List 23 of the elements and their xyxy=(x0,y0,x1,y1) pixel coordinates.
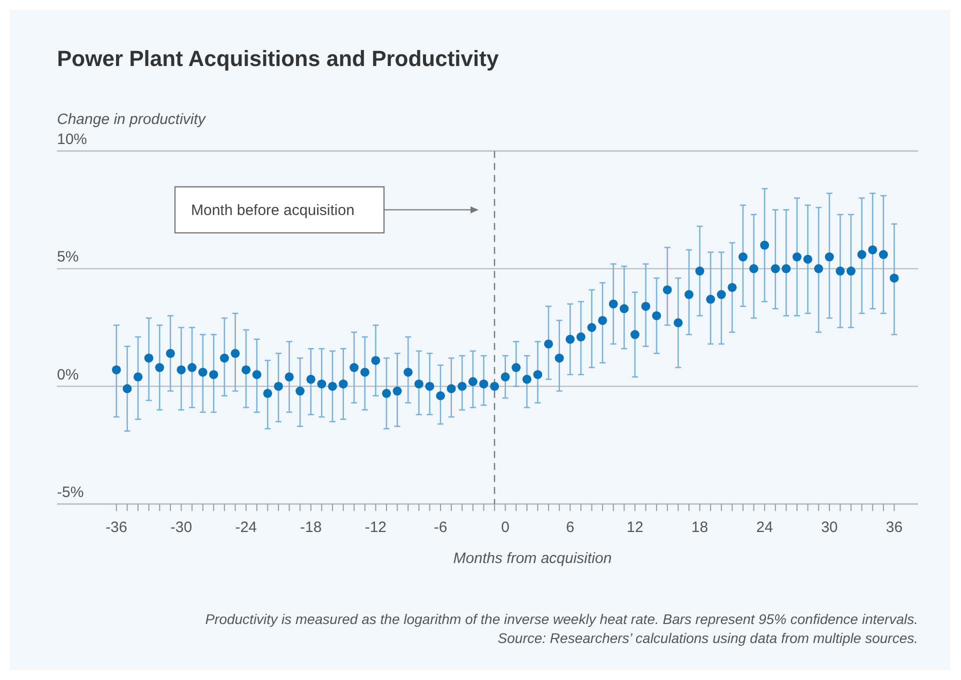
x-tick-label: -6 xyxy=(434,519,448,536)
x-axis-title: Months from acquisition xyxy=(453,550,612,567)
y-axis-title: Change in productivity xyxy=(57,111,207,128)
x-tick-label: -36 xyxy=(106,519,128,536)
x-tick-label: 24 xyxy=(756,519,773,536)
annotation: Month before acquisition xyxy=(191,202,354,219)
y-tick-label: -5% xyxy=(57,484,84,501)
x-tick-label: -30 xyxy=(170,519,192,536)
x-tick-label: 30 xyxy=(821,519,838,536)
x-tick-label: 18 xyxy=(691,519,708,536)
x-tick-label: 12 xyxy=(626,519,644,536)
y-tick-label: 5% xyxy=(57,248,79,266)
chart-title: Power Plant Acquisitions and Productivity xyxy=(57,46,500,71)
x-tick-label: 0 xyxy=(501,519,510,536)
y-tick-label: 0% xyxy=(57,366,79,384)
x-tick-label: -12 xyxy=(364,519,387,536)
text: Productivity is measured as the logarithm of the inverse weekly heat rate. Bars represent 95% confidence intervals. xyxy=(205,611,918,627)
x-tick-label: 6 xyxy=(566,519,574,536)
x-tick-label: -24 xyxy=(235,519,257,536)
x-tick-label: 36 xyxy=(886,519,903,536)
source-note: Source: Researchers’ calculations using data from multiple sources. xyxy=(498,630,918,646)
y-tick-label: 10% xyxy=(57,131,88,148)
x-tick-label: -18 xyxy=(300,519,322,536)
